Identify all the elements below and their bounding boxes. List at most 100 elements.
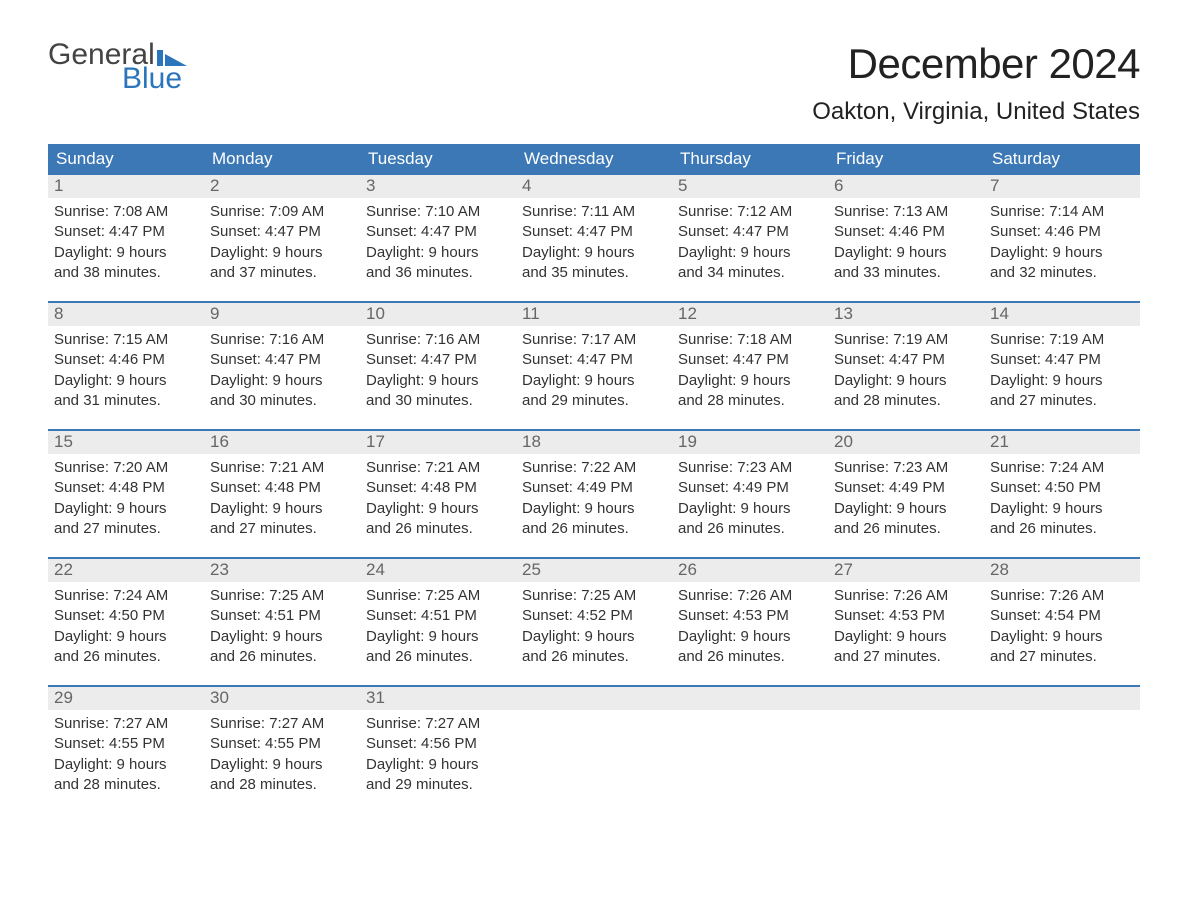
sunrise-text: Sunrise: 7:21 AM: [366, 458, 510, 478]
day-cell: 27Sunrise: 7:26 AMSunset: 4:53 PMDayligh…: [828, 559, 984, 685]
location: Oakton, Virginia, United States: [812, 98, 1140, 126]
day-number: 5: [672, 175, 828, 198]
sunrise-text: Sunrise: 7:25 AM: [366, 586, 510, 606]
day-number: 9: [204, 303, 360, 326]
daylight-line2: and 26 minutes.: [990, 519, 1134, 539]
sunrise-text: Sunrise: 7:14 AM: [990, 202, 1134, 222]
daylight-line1: Daylight: 9 hours: [522, 499, 666, 519]
weekday-saturday: Saturday: [984, 144, 1140, 175]
sunrise-text: Sunrise: 7:26 AM: [990, 586, 1134, 606]
sunrise-text: Sunrise: 7:26 AM: [678, 586, 822, 606]
day-details: Sunrise: 7:09 AMSunset: 4:47 PMDaylight:…: [204, 198, 360, 283]
day-number: 6: [828, 175, 984, 198]
sunrise-text: Sunrise: 7:16 AM: [366, 330, 510, 350]
sunset-text: Sunset: 4:48 PM: [54, 478, 198, 498]
daylight-line2: and 27 minutes.: [834, 647, 978, 667]
day-details: Sunrise: 7:16 AMSunset: 4:47 PMDaylight:…: [360, 326, 516, 411]
sunset-text: Sunset: 4:54 PM: [990, 606, 1134, 626]
day-cell: 24Sunrise: 7:25 AMSunset: 4:51 PMDayligh…: [360, 559, 516, 685]
daylight-line2: and 27 minutes.: [210, 519, 354, 539]
day-cell: 17Sunrise: 7:21 AMSunset: 4:48 PMDayligh…: [360, 431, 516, 557]
day-number: 15: [48, 431, 204, 454]
day-number: 24: [360, 559, 516, 582]
daylight-line2: and 35 minutes.: [522, 263, 666, 283]
daylight-line2: and 26 minutes.: [678, 647, 822, 667]
daylight-line2: and 32 minutes.: [990, 263, 1134, 283]
day-number: 13: [828, 303, 984, 326]
day-details: Sunrise: 7:10 AMSunset: 4:47 PMDaylight:…: [360, 198, 516, 283]
sunset-text: Sunset: 4:47 PM: [678, 350, 822, 370]
day-number: 21: [984, 431, 1140, 454]
sunrise-text: Sunrise: 7:09 AM: [210, 202, 354, 222]
day-cell: 30Sunrise: 7:27 AMSunset: 4:55 PMDayligh…: [204, 687, 360, 813]
sunrise-text: Sunrise: 7:10 AM: [366, 202, 510, 222]
daylight-line2: and 26 minutes.: [522, 647, 666, 667]
day-details: Sunrise: 7:27 AMSunset: 4:56 PMDaylight:…: [360, 710, 516, 795]
sunrise-text: Sunrise: 7:26 AM: [834, 586, 978, 606]
day-number: 1: [48, 175, 204, 198]
day-details: Sunrise: 7:24 AMSunset: 4:50 PMDaylight:…: [48, 582, 204, 667]
day-number: 25: [516, 559, 672, 582]
day-number: 10: [360, 303, 516, 326]
day-cell: 21Sunrise: 7:24 AMSunset: 4:50 PMDayligh…: [984, 431, 1140, 557]
sunrise-text: Sunrise: 7:24 AM: [54, 586, 198, 606]
weeks-container: 1Sunrise: 7:08 AMSunset: 4:47 PMDaylight…: [48, 175, 1140, 813]
day-cell: 4Sunrise: 7:11 AMSunset: 4:47 PMDaylight…: [516, 175, 672, 301]
daylight-line1: Daylight: 9 hours: [210, 243, 354, 263]
week-row: 8Sunrise: 7:15 AMSunset: 4:46 PMDaylight…: [48, 301, 1140, 429]
daylight-line1: Daylight: 9 hours: [366, 243, 510, 263]
day-number: 30: [204, 687, 360, 710]
sunrise-text: Sunrise: 7:25 AM: [210, 586, 354, 606]
daylight-line2: and 27 minutes.: [990, 647, 1134, 667]
sunset-text: Sunset: 4:47 PM: [366, 350, 510, 370]
daylight-line2: and 26 minutes.: [210, 647, 354, 667]
day-cell: 12Sunrise: 7:18 AMSunset: 4:47 PMDayligh…: [672, 303, 828, 429]
day-details: Sunrise: 7:16 AMSunset: 4:47 PMDaylight:…: [204, 326, 360, 411]
daylight-line1: Daylight: 9 hours: [210, 755, 354, 775]
day-number: 19: [672, 431, 828, 454]
daylight-line1: Daylight: 9 hours: [834, 243, 978, 263]
week-row: 22Sunrise: 7:24 AMSunset: 4:50 PMDayligh…: [48, 557, 1140, 685]
day-number: 12: [672, 303, 828, 326]
day-number: 4: [516, 175, 672, 198]
month-title: December 2024: [812, 40, 1140, 88]
sunrise-text: Sunrise: 7:17 AM: [522, 330, 666, 350]
day-number: 16: [204, 431, 360, 454]
sunset-text: Sunset: 4:55 PM: [54, 734, 198, 754]
day-details: Sunrise: 7:19 AMSunset: 4:47 PMDaylight:…: [984, 326, 1140, 411]
day-number: 23: [204, 559, 360, 582]
day-number: 2: [204, 175, 360, 198]
day-details: Sunrise: 7:26 AMSunset: 4:53 PMDaylight:…: [828, 582, 984, 667]
daylight-line1: Daylight: 9 hours: [366, 627, 510, 647]
daylight-line1: Daylight: 9 hours: [522, 627, 666, 647]
day-details: Sunrise: 7:23 AMSunset: 4:49 PMDaylight:…: [672, 454, 828, 539]
daylight-line1: Daylight: 9 hours: [678, 243, 822, 263]
day-number: .: [828, 687, 984, 710]
sunset-text: Sunset: 4:47 PM: [834, 350, 978, 370]
day-details: Sunrise: 7:15 AMSunset: 4:46 PMDaylight:…: [48, 326, 204, 411]
daylight-line1: Daylight: 9 hours: [54, 499, 198, 519]
daylight-line1: Daylight: 9 hours: [522, 243, 666, 263]
sunrise-text: Sunrise: 7:16 AM: [210, 330, 354, 350]
day-cell: 19Sunrise: 7:23 AMSunset: 4:49 PMDayligh…: [672, 431, 828, 557]
sunset-text: Sunset: 4:55 PM: [210, 734, 354, 754]
day-details: Sunrise: 7:21 AMSunset: 4:48 PMDaylight:…: [204, 454, 360, 539]
daylight-line2: and 29 minutes.: [366, 775, 510, 795]
sunrise-text: Sunrise: 7:15 AM: [54, 330, 198, 350]
day-details: Sunrise: 7:18 AMSunset: 4:47 PMDaylight:…: [672, 326, 828, 411]
daylight-line2: and 26 minutes.: [678, 519, 822, 539]
day-number: .: [672, 687, 828, 710]
daylight-line1: Daylight: 9 hours: [990, 499, 1134, 519]
sunset-text: Sunset: 4:48 PM: [210, 478, 354, 498]
day-cell: 6Sunrise: 7:13 AMSunset: 4:46 PMDaylight…: [828, 175, 984, 301]
weekday-wednesday: Wednesday: [516, 144, 672, 175]
day-cell: 18Sunrise: 7:22 AMSunset: 4:49 PMDayligh…: [516, 431, 672, 557]
daylight-line1: Daylight: 9 hours: [366, 499, 510, 519]
daylight-line1: Daylight: 9 hours: [210, 371, 354, 391]
sunrise-text: Sunrise: 7:27 AM: [54, 714, 198, 734]
day-number: 14: [984, 303, 1140, 326]
sunset-text: Sunset: 4:48 PM: [366, 478, 510, 498]
day-cell: 14Sunrise: 7:19 AMSunset: 4:47 PMDayligh…: [984, 303, 1140, 429]
sunrise-text: Sunrise: 7:19 AM: [834, 330, 978, 350]
sunrise-text: Sunrise: 7:22 AM: [522, 458, 666, 478]
